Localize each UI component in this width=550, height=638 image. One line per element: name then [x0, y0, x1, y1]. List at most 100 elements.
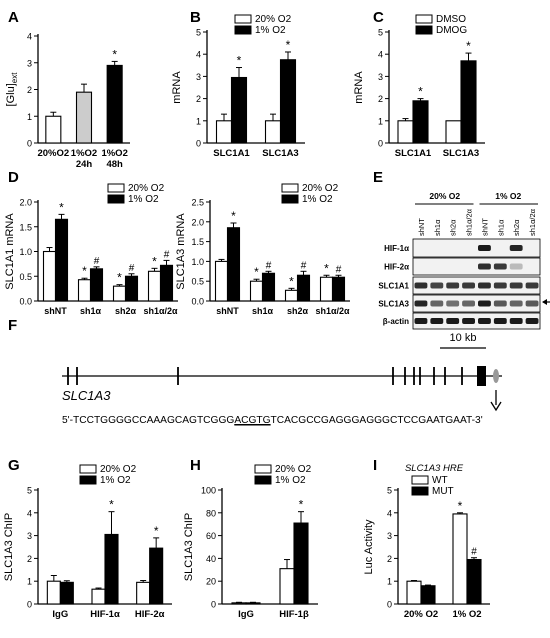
legend-label: DMOG — [436, 25, 467, 36]
blot-group-label: 20% O2 — [429, 191, 460, 201]
blot-band — [493, 282, 507, 289]
blot-band — [493, 318, 507, 324]
y-tick-label: 40 — [206, 554, 216, 564]
legend-label: 1% O2 — [302, 194, 333, 205]
bar — [42, 250, 57, 302]
legend-swatch — [281, 183, 299, 193]
blot-band — [509, 318, 523, 324]
y-tick-label: 80 — [206, 508, 216, 518]
blot-band — [430, 318, 444, 324]
x-tick-label: sh1α/2α — [315, 306, 350, 316]
blot-strip — [412, 276, 541, 295]
significance-mark: * — [466, 39, 471, 53]
significance-mark: * — [458, 499, 463, 513]
x-tick-label: sh1α — [252, 306, 274, 316]
bar — [249, 280, 264, 302]
y-tick-label: 5 — [196, 28, 201, 38]
significance-mark: * — [289, 274, 294, 288]
significance-mark: * — [324, 261, 329, 275]
bar — [147, 270, 162, 302]
y-tick-label: 0 — [27, 139, 32, 149]
y-tick-label: 1.0 — [19, 247, 32, 257]
legend-label: 20% O2 — [128, 183, 165, 194]
bar — [54, 218, 69, 302]
bar — [59, 581, 74, 605]
y-axis-label: SLC1A3 ChIP — [3, 513, 15, 581]
panel-b-mrna-hypoxia-chart: 0 1 2 3 4 5 mRNA * * SLC1A1 SLC1A3 20% O21% O2 — [171, 14, 305, 159]
blot-lane-label: shNT — [480, 218, 489, 236]
bar — [45, 115, 62, 144]
significance-mark: # — [471, 547, 477, 558]
bar — [279, 59, 297, 144]
blot-band — [430, 282, 444, 289]
y-tick-label: 2 — [378, 94, 383, 104]
sequence-prefix: 5'-TCCTGGGGCCAAAGCAGTCGGG — [62, 415, 234, 426]
blot-band — [509, 300, 523, 307]
bar — [226, 227, 241, 302]
y-tick-label: 0 — [387, 600, 392, 610]
y-tick-label: 1.5 — [19, 222, 32, 232]
site-arrow-head — [490, 401, 502, 412]
panel-letter-i: I — [373, 457, 377, 474]
bar — [77, 279, 92, 302]
y-axis-label-subscript: ext — [10, 72, 19, 83]
sequence-hre-motif: ACGTG — [234, 415, 270, 426]
y-tick-label: 1.0 — [191, 257, 204, 267]
y-tick-label: 5 — [27, 486, 32, 496]
blot-band — [478, 282, 491, 289]
y-axis-label: SLC1A3 ChIP — [183, 513, 195, 581]
x-tick-label: sh1α/2α — [143, 306, 178, 316]
panel-g-chip-chart: 0 1 2 3 4 5 SLC1A3 ChIP * * IgG HIF-1α HIF-2α 20% O2… — [3, 464, 172, 620]
legend-title: SLC1A3 HRE — [405, 463, 464, 474]
bar — [452, 513, 468, 605]
bar — [75, 91, 93, 144]
legend-swatch — [415, 14, 433, 24]
legend-swatch — [254, 464, 272, 474]
bar — [104, 533, 119, 605]
x-tick-label: 1%O2 — [101, 148, 127, 159]
gene-name: SLC1A3 — [62, 388, 111, 403]
y-tick-label: 0 — [378, 139, 383, 149]
panel-letter-e: E — [373, 169, 383, 186]
bar — [466, 558, 482, 605]
panel-letter-b: B — [190, 9, 201, 26]
blot-band — [414, 300, 428, 307]
bar — [46, 580, 61, 605]
blot-lane-label: sh2α — [449, 219, 458, 236]
blot-band — [478, 263, 491, 270]
significance-mark: * — [82, 264, 87, 278]
bar — [293, 522, 309, 605]
blot-lane-label: shNT — [417, 218, 426, 236]
bar — [230, 76, 248, 144]
bar — [397, 120, 414, 144]
bar — [215, 120, 233, 144]
y-tick-label: 2.0 — [19, 198, 32, 208]
blot-band — [446, 282, 460, 289]
blot-band — [430, 300, 444, 307]
significance-mark: # — [94, 256, 100, 267]
blot-row-label: HIF-2α — [384, 263, 409, 272]
blot-band — [493, 263, 507, 270]
significance-mark: * — [418, 85, 423, 99]
x-tick-label: shNT — [44, 306, 67, 316]
bar — [319, 276, 334, 302]
significance-mark: # — [336, 264, 342, 275]
blot-band — [462, 282, 475, 289]
y-tick-label: 2.0 — [191, 217, 204, 227]
x-tick-label: HIF-1β — [279, 609, 309, 620]
blot-lane-label: sh1α — [496, 219, 505, 236]
x-tick-label: HIF-2α — [135, 609, 165, 620]
panel-letter-h: H — [190, 457, 201, 474]
blot-band — [509, 245, 523, 251]
y-tick-label: 5 — [378, 28, 383, 38]
y-tick-label: 1 — [378, 116, 383, 126]
legend-swatch — [79, 464, 97, 474]
legend-swatch — [415, 25, 433, 35]
legend-label: 1% O2 — [255, 25, 286, 36]
panel-letter-c: C — [373, 9, 384, 26]
y-tick-label: 3 — [196, 72, 201, 82]
